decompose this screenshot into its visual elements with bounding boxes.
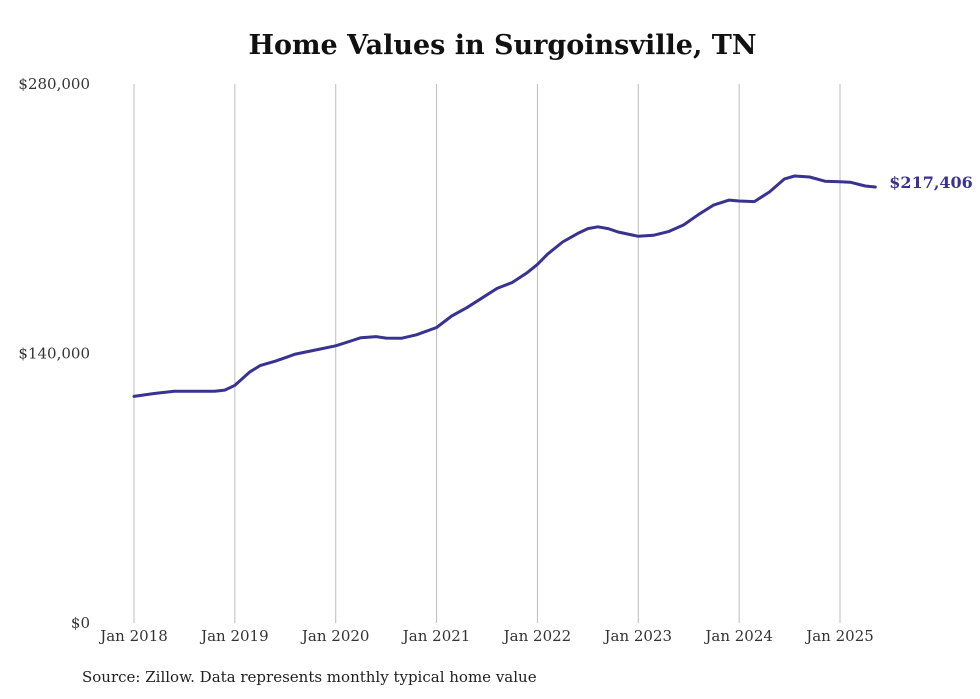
x-tick-label: Jan 2023 xyxy=(603,627,673,645)
x-tick-label: Jan 2021 xyxy=(401,627,471,645)
chart-title: Home Values in Surgoinsville, TN xyxy=(248,30,757,61)
x-axis-ticks: Jan 2018 Jan 2019 Jan 2020 Jan 2021 Jan 2022… xyxy=(98,627,874,645)
gridlines xyxy=(133,84,841,623)
y-tick-label: $280,000 xyxy=(18,75,90,93)
x-tick-label: Jan 2025 xyxy=(804,627,874,645)
y-tick-label: $0 xyxy=(71,614,90,632)
x-tick-label: Jan 2024 xyxy=(703,627,773,645)
x-tick-label: Jan 2019 xyxy=(199,627,269,645)
source-note: Source: Zillow. Data represents monthly … xyxy=(82,668,537,686)
x-tick-label: Jan 2018 xyxy=(98,627,168,645)
y-tick-label: $140,000 xyxy=(18,345,90,363)
y-axis-ticks: $0 $140,000 $280,000 xyxy=(18,75,90,632)
x-tick-label: Jan 2020 xyxy=(300,627,370,645)
series-line xyxy=(132,174,877,398)
series-group: $217,406 xyxy=(132,173,973,398)
series-end-label: $217,406 xyxy=(889,173,973,192)
x-tick-label: Jan 2022 xyxy=(502,627,572,645)
